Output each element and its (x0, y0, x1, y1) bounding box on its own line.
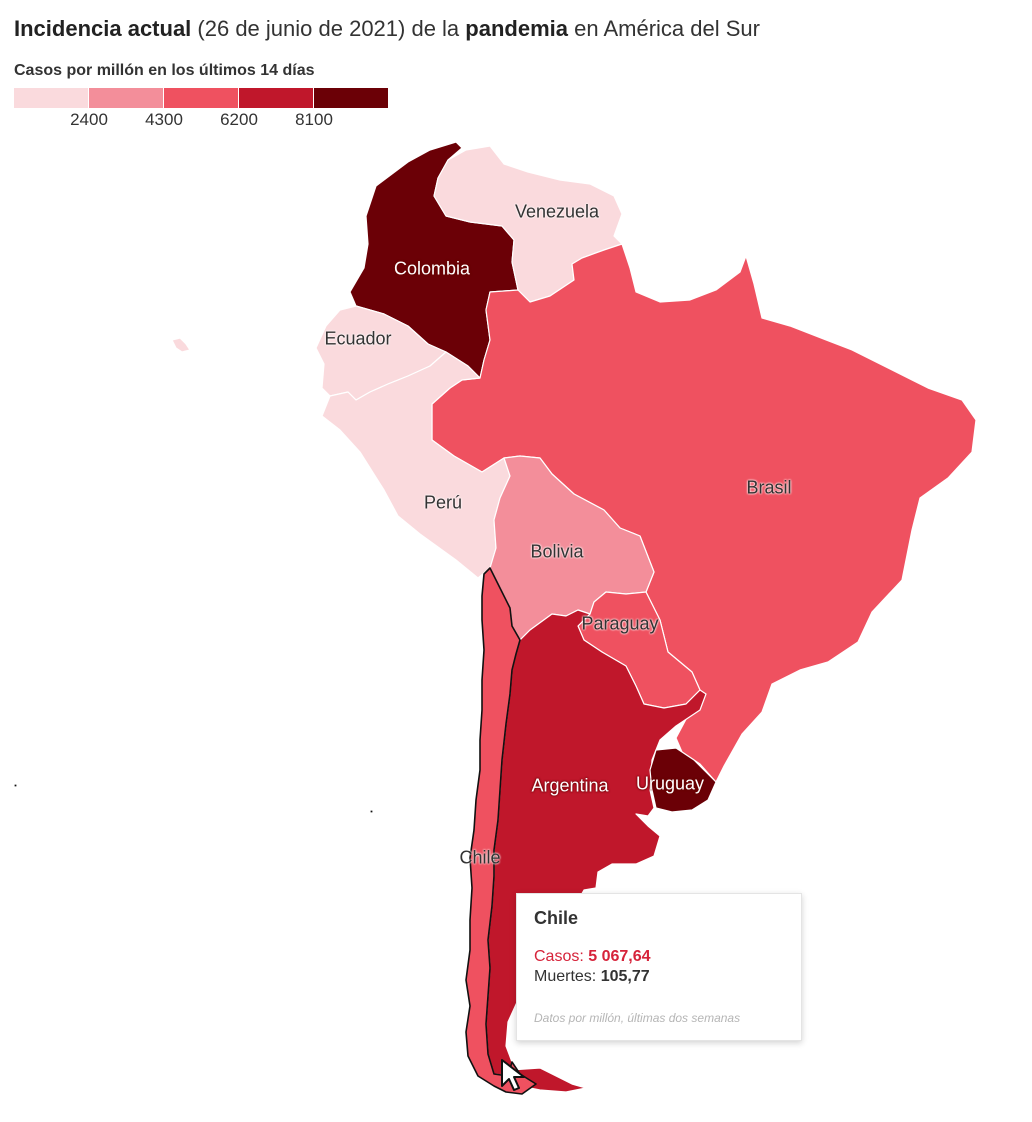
tooltip-note: Datos por millón, últimas dos semanas (534, 1011, 741, 1025)
country-uruguay[interactable] (649, 747, 717, 813)
legend-tick-2: 4300 (145, 110, 183, 129)
label-venezuela: Venezuela (514, 201, 600, 222)
country-peru[interactable] (321, 351, 511, 579)
legend-tick-3: 6200 (220, 110, 258, 129)
tooltip-cases-label: Casos: (534, 948, 589, 965)
legend-swatch-4 (239, 88, 313, 108)
color-legend: 2400 4300 6200 8100 (14, 88, 390, 132)
title-part-1: Incidencia actual (14, 16, 192, 41)
legend-tick-4: 8100 (295, 110, 333, 129)
legend-ticks: 2400 4300 6200 8100 (14, 110, 390, 132)
chart-title: Incidencia actual (26 de junio de 2021) … (14, 16, 760, 42)
tooltip-cases: Casos: 5 067,64 (534, 947, 784, 967)
island-dot-2 (369, 809, 374, 814)
label-paraguay: Paraguay (581, 613, 659, 634)
label-peru: Perú (423, 492, 463, 513)
tooltip-country-name: Chile (534, 908, 579, 928)
legend-tick-1: 2400 (70, 110, 108, 129)
label-colombia: Colombia (393, 258, 471, 279)
legend-swatch-5 (314, 88, 388, 108)
label-uruguay: Uruguay (635, 773, 705, 794)
label-bolivia: Bolivia (530, 541, 584, 562)
label-brasil: Brasil (746, 477, 792, 498)
title-part-3: pandemia (465, 16, 568, 41)
legend-swatch-1 (14, 88, 88, 108)
tooltip-deaths: Muertes: 105,77 (534, 967, 784, 987)
label-argentina: Argentina (531, 775, 609, 796)
label-ecuador: Ecuador (324, 328, 392, 349)
island-dot-1 (13, 783, 18, 788)
title-part-4: en América del Sur (567, 16, 760, 41)
legend-swatch-3 (164, 88, 238, 108)
legend-bar (14, 88, 390, 108)
south-america-map (13, 141, 977, 1095)
tooltip-deaths-label: Muertes: (534, 968, 601, 985)
label-chile: Chile (459, 847, 501, 868)
galapagos-islands (171, 337, 191, 353)
title-part-2: (26 de junio de 2021) de la (191, 16, 466, 41)
tooltip-cases-value: 5 067,64 (588, 948, 651, 965)
country-tooltip: Chile Casos: 5 067,64 Muertes: 105,77 Da… (516, 893, 802, 1041)
legend-title: Casos por millón en los últimos 14 días (14, 62, 315, 79)
mouse-cursor-icon (501, 1059, 525, 1091)
country-chile[interactable] (465, 567, 537, 1095)
legend-swatch-2 (89, 88, 163, 108)
tooltip-deaths-value: 105,77 (600, 968, 650, 985)
